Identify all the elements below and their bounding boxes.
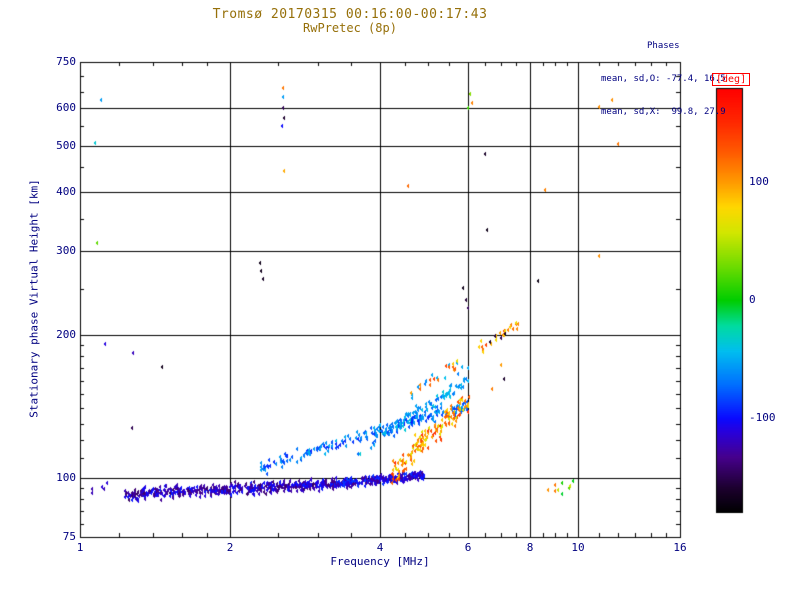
y-tick-label: 300 <box>56 244 76 257</box>
chart-subtitle: RwPretec (8p) <box>303 21 397 35</box>
y-tick-label: 750 <box>56 55 76 68</box>
phase-stats-o-mode: mean, sd,O: -77.4, 16.5 <box>601 74 726 84</box>
phase-stats-header: Phases <box>647 41 680 51</box>
phase-stats: Phases mean, sd,O: -77.4, 16.5 mean, sd,… <box>601 19 753 140</box>
chart-title: Tromsø 20170315 00:16:00-00:17:43 <box>212 7 488 22</box>
y-tick-label: 600 <box>56 101 76 114</box>
x-tick-label: 8 <box>526 541 534 554</box>
x-axis-label: Frequency [MHz] <box>330 555 430 568</box>
x-tick-label: 1 <box>76 541 84 554</box>
colorbar-tick-label: 0 <box>749 293 756 306</box>
x-tick-label: 16 <box>673 541 687 554</box>
x-tick-label: 10 <box>571 541 585 554</box>
y-tick-label: 400 <box>56 185 76 198</box>
y-tick-label: 200 <box>56 328 76 341</box>
x-tick-label: 6 <box>464 541 472 554</box>
y-tick-label: 100 <box>56 471 76 484</box>
colorbar-tick-label: -100 <box>749 411 776 424</box>
x-tick-label: 4 <box>376 541 384 554</box>
phase-stats-x-mode: mean, sd,X: 99.8, 27.9 <box>601 107 726 117</box>
colorbar-tick-label: 100 <box>749 175 769 188</box>
x-tick-label: 2 <box>226 541 234 554</box>
y-tick-label: 500 <box>56 139 76 152</box>
colorbar-unit-label: [deg] <box>712 73 751 86</box>
y-tick-label: 75 <box>62 530 76 543</box>
